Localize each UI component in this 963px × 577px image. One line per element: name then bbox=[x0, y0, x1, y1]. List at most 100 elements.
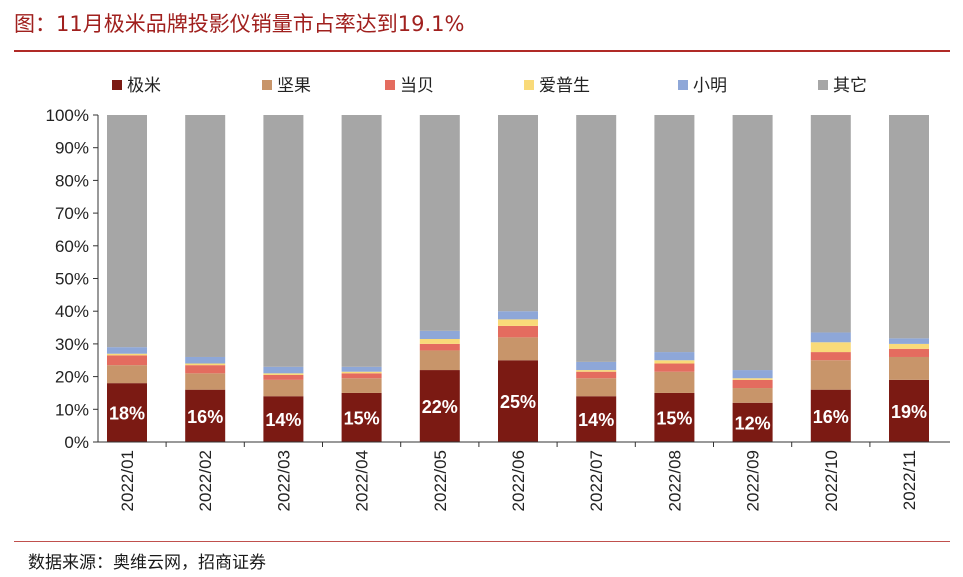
y-tick-label: 30% bbox=[55, 335, 89, 354]
bar-segment-5 bbox=[107, 347, 147, 354]
bar-segment-6 bbox=[810, 115, 851, 333]
bar-segment-3 bbox=[810, 352, 851, 361]
y-tick-label: 60% bbox=[55, 237, 89, 256]
y-tick-label: 40% bbox=[55, 302, 89, 321]
bar-segment-6 bbox=[732, 115, 773, 371]
chart-title: 图：11月极米品牌投影仪销量市占率达到19.1% bbox=[14, 12, 465, 36]
bar-segment-4 bbox=[654, 360, 695, 364]
bar-segment-3 bbox=[419, 343, 460, 351]
data-label: 25% bbox=[500, 392, 536, 412]
bar-segment-5 bbox=[263, 366, 304, 374]
bar-segment-4 bbox=[263, 373, 304, 375]
x-tick-label: 2022/06 bbox=[509, 450, 528, 511]
bar-segment-1 bbox=[810, 389, 851, 442]
bar-segment-2 bbox=[341, 378, 382, 393]
bar-segment-1 bbox=[576, 396, 617, 442]
data-label: 14% bbox=[265, 410, 301, 430]
legend-label: 坚果 bbox=[277, 76, 311, 96]
bar-segment-4 bbox=[889, 343, 929, 349]
x-tick-label: 2022/02 bbox=[196, 450, 215, 511]
source-divider bbox=[14, 541, 950, 542]
legend-label: 其它 bbox=[833, 76, 867, 96]
legend-swatch bbox=[385, 80, 395, 90]
data-label: 12% bbox=[735, 413, 771, 433]
bar-segment-3 bbox=[107, 355, 147, 366]
bar-segment-2 bbox=[263, 379, 304, 397]
data-label: 14% bbox=[578, 410, 614, 430]
bar-segment-6 bbox=[419, 115, 460, 331]
bar-segment-3 bbox=[185, 365, 226, 374]
data-label: 16% bbox=[813, 407, 849, 427]
bar-segment-1 bbox=[185, 389, 226, 442]
bar-segment-6 bbox=[107, 115, 147, 348]
bar-segment-4 bbox=[107, 353, 147, 356]
bar-segment-6 bbox=[263, 115, 304, 367]
bar-segment-4 bbox=[576, 370, 617, 372]
x-tick-label: 2022/09 bbox=[744, 450, 763, 511]
data-label: 15% bbox=[344, 408, 380, 428]
bar-segment-5 bbox=[498, 311, 538, 320]
bar-segment-3 bbox=[341, 373, 382, 379]
bar-segment-1 bbox=[107, 383, 147, 442]
bar-segment-5 bbox=[576, 361, 617, 371]
bar-segment-5 bbox=[654, 352, 695, 361]
data-label: 19% bbox=[891, 402, 927, 422]
x-tick-label: 2022/07 bbox=[587, 450, 606, 511]
bar-segment-5 bbox=[185, 356, 226, 364]
legend-label: 当贝 bbox=[400, 76, 434, 96]
bar-segment-6 bbox=[185, 115, 226, 357]
y-axis: 0% 10% 20% 30% 40% 50% 60% 70% 80% 90% 100% bbox=[46, 106, 99, 452]
bar-segment-1 bbox=[419, 370, 460, 442]
bar-segment-3 bbox=[498, 325, 538, 338]
bar-segment-4 bbox=[810, 342, 851, 353]
x-axis: 2022/01 2022/02 2022/03 2022/04 2022/05 2022/… bbox=[98, 441, 950, 511]
legend-swatch bbox=[112, 80, 122, 90]
bar-segment-2 bbox=[889, 356, 929, 380]
bar-segment-3 bbox=[889, 348, 929, 357]
y-tick-label: 20% bbox=[55, 368, 89, 387]
y-tick-label: 10% bbox=[55, 400, 89, 419]
bar-segment-1 bbox=[732, 402, 773, 442]
bar-segment-5 bbox=[732, 370, 773, 379]
legend-swatch bbox=[524, 80, 534, 90]
bar-segment-3 bbox=[654, 363, 695, 372]
bar-segment-6 bbox=[341, 115, 382, 367]
legend-swatch bbox=[678, 80, 688, 90]
bar-segment-2 bbox=[732, 388, 773, 403]
bar-segment-5 bbox=[810, 332, 851, 343]
bar-segment-3 bbox=[576, 371, 617, 379]
data-label: 22% bbox=[422, 397, 458, 417]
x-tick-label: 2022/11 bbox=[900, 450, 919, 510]
bar-segment-3 bbox=[263, 374, 304, 380]
legend-label: 爱普生 bbox=[539, 76, 590, 96]
bar-segment-4 bbox=[419, 338, 460, 344]
bar-segment-5 bbox=[341, 366, 382, 372]
bar-segment-4 bbox=[341, 371, 382, 374]
y-tick-label: 90% bbox=[55, 139, 89, 158]
x-tick-label: 2022/01 bbox=[118, 450, 137, 511]
x-tick-label: 2022/10 bbox=[822, 450, 841, 511]
bar-segment-4 bbox=[185, 363, 226, 366]
bar-segment-1 bbox=[498, 360, 538, 442]
data-label: 18% bbox=[109, 404, 145, 424]
legend: 极米 坚果 当贝 爱普生 小明 其它 bbox=[112, 76, 867, 96]
y-tick-label: 100% bbox=[46, 106, 89, 125]
bar-segment-2 bbox=[185, 373, 226, 390]
x-tick-label: 2022/08 bbox=[665, 450, 684, 511]
bar-segment-2 bbox=[576, 378, 617, 397]
bar-segment-3 bbox=[732, 379, 773, 389]
bar-segment-2 bbox=[810, 360, 851, 390]
bar-segment-2 bbox=[498, 337, 538, 361]
bar-segment-6 bbox=[498, 115, 538, 312]
x-tick-label: 2022/04 bbox=[353, 450, 372, 511]
bar-segment-4 bbox=[732, 378, 773, 380]
legend-label: 小明 bbox=[693, 76, 727, 96]
data-label: 16% bbox=[187, 407, 223, 427]
title-divider bbox=[14, 50, 950, 52]
bar-segment-1 bbox=[341, 392, 382, 442]
legend-swatch bbox=[818, 80, 828, 90]
bar-segment-6 bbox=[576, 115, 617, 362]
bar-segment-1 bbox=[263, 396, 304, 442]
y-tick-label: 0% bbox=[64, 433, 89, 452]
bar-segment-4 bbox=[498, 319, 538, 326]
